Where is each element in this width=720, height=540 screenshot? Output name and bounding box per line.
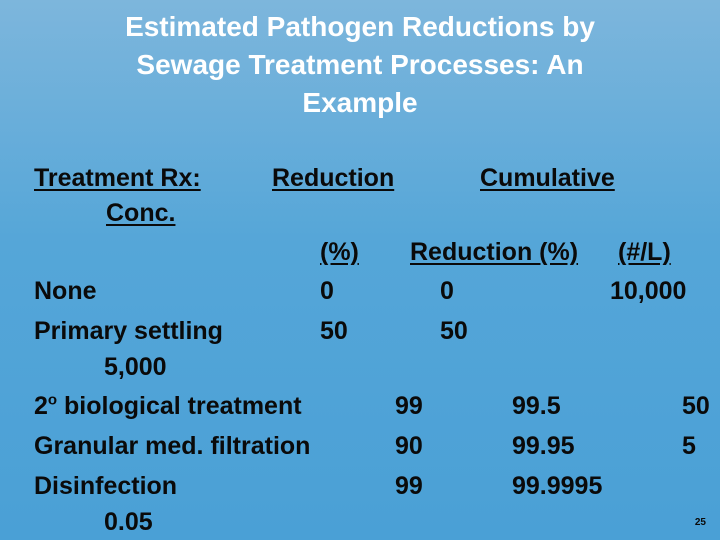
row-biological-reduction: 99 <box>395 392 423 420</box>
row-disinfection-name: Disinfection <box>34 472 178 500</box>
row-biological-name: 2o biological treatment <box>34 391 302 421</box>
row-biological-superscript: o <box>47 391 58 409</box>
row-none-name: None <box>34 277 97 305</box>
title-line-3: Example <box>302 87 418 118</box>
row-primary-name: Primary settling <box>34 317 223 345</box>
row-none-cumulative: 0 <box>440 277 454 305</box>
page-number: 25 <box>694 517 706 528</box>
row-filtration-name: Granular med. filtration <box>34 432 311 460</box>
header-per-liter: (#/L) <box>618 238 671 266</box>
header-cumulative: Cumulative <box>480 164 615 192</box>
row-none-reduction: 0 <box>320 277 334 305</box>
header-reduction: Reduction <box>272 164 395 192</box>
header-treatment: Treatment Rx: <box>34 164 201 192</box>
header-conc: Conc. <box>106 199 176 227</box>
row-filtration-cumulative: 99.95 <box>512 432 575 460</box>
row-biological-conc: 50 <box>682 392 710 420</box>
row-primary-cumulative: 50 <box>440 317 468 345</box>
row-primary-conc: 5,000 <box>104 353 167 381</box>
row-disinfection-cumulative: 99.9995 <box>512 472 603 500</box>
title-line-1: Estimated Pathogen Reductions by <box>125 11 595 42</box>
row-primary-reduction: 50 <box>320 317 348 345</box>
header-pct: (%) <box>320 238 359 266</box>
header-reduction-pct: Reduction (%) <box>410 238 579 266</box>
row-biological-cumulative: 99.5 <box>512 392 561 420</box>
row-biological-label: biological treatment <box>57 392 302 420</box>
title-line-2: Sewage Treatment Processes: An <box>136 49 584 80</box>
row-filtration-reduction: 90 <box>395 432 423 460</box>
row-biological-prefix: 2 <box>34 392 48 420</box>
row-disinfection-conc: 0.05 <box>104 508 153 536</box>
slide-title: Estimated Pathogen Reductions by Sewage … <box>60 8 660 122</box>
row-none-conc: 10,000 <box>610 277 687 305</box>
row-disinfection-reduction: 99 <box>395 472 423 500</box>
row-filtration-conc: 5 <box>682 432 696 460</box>
